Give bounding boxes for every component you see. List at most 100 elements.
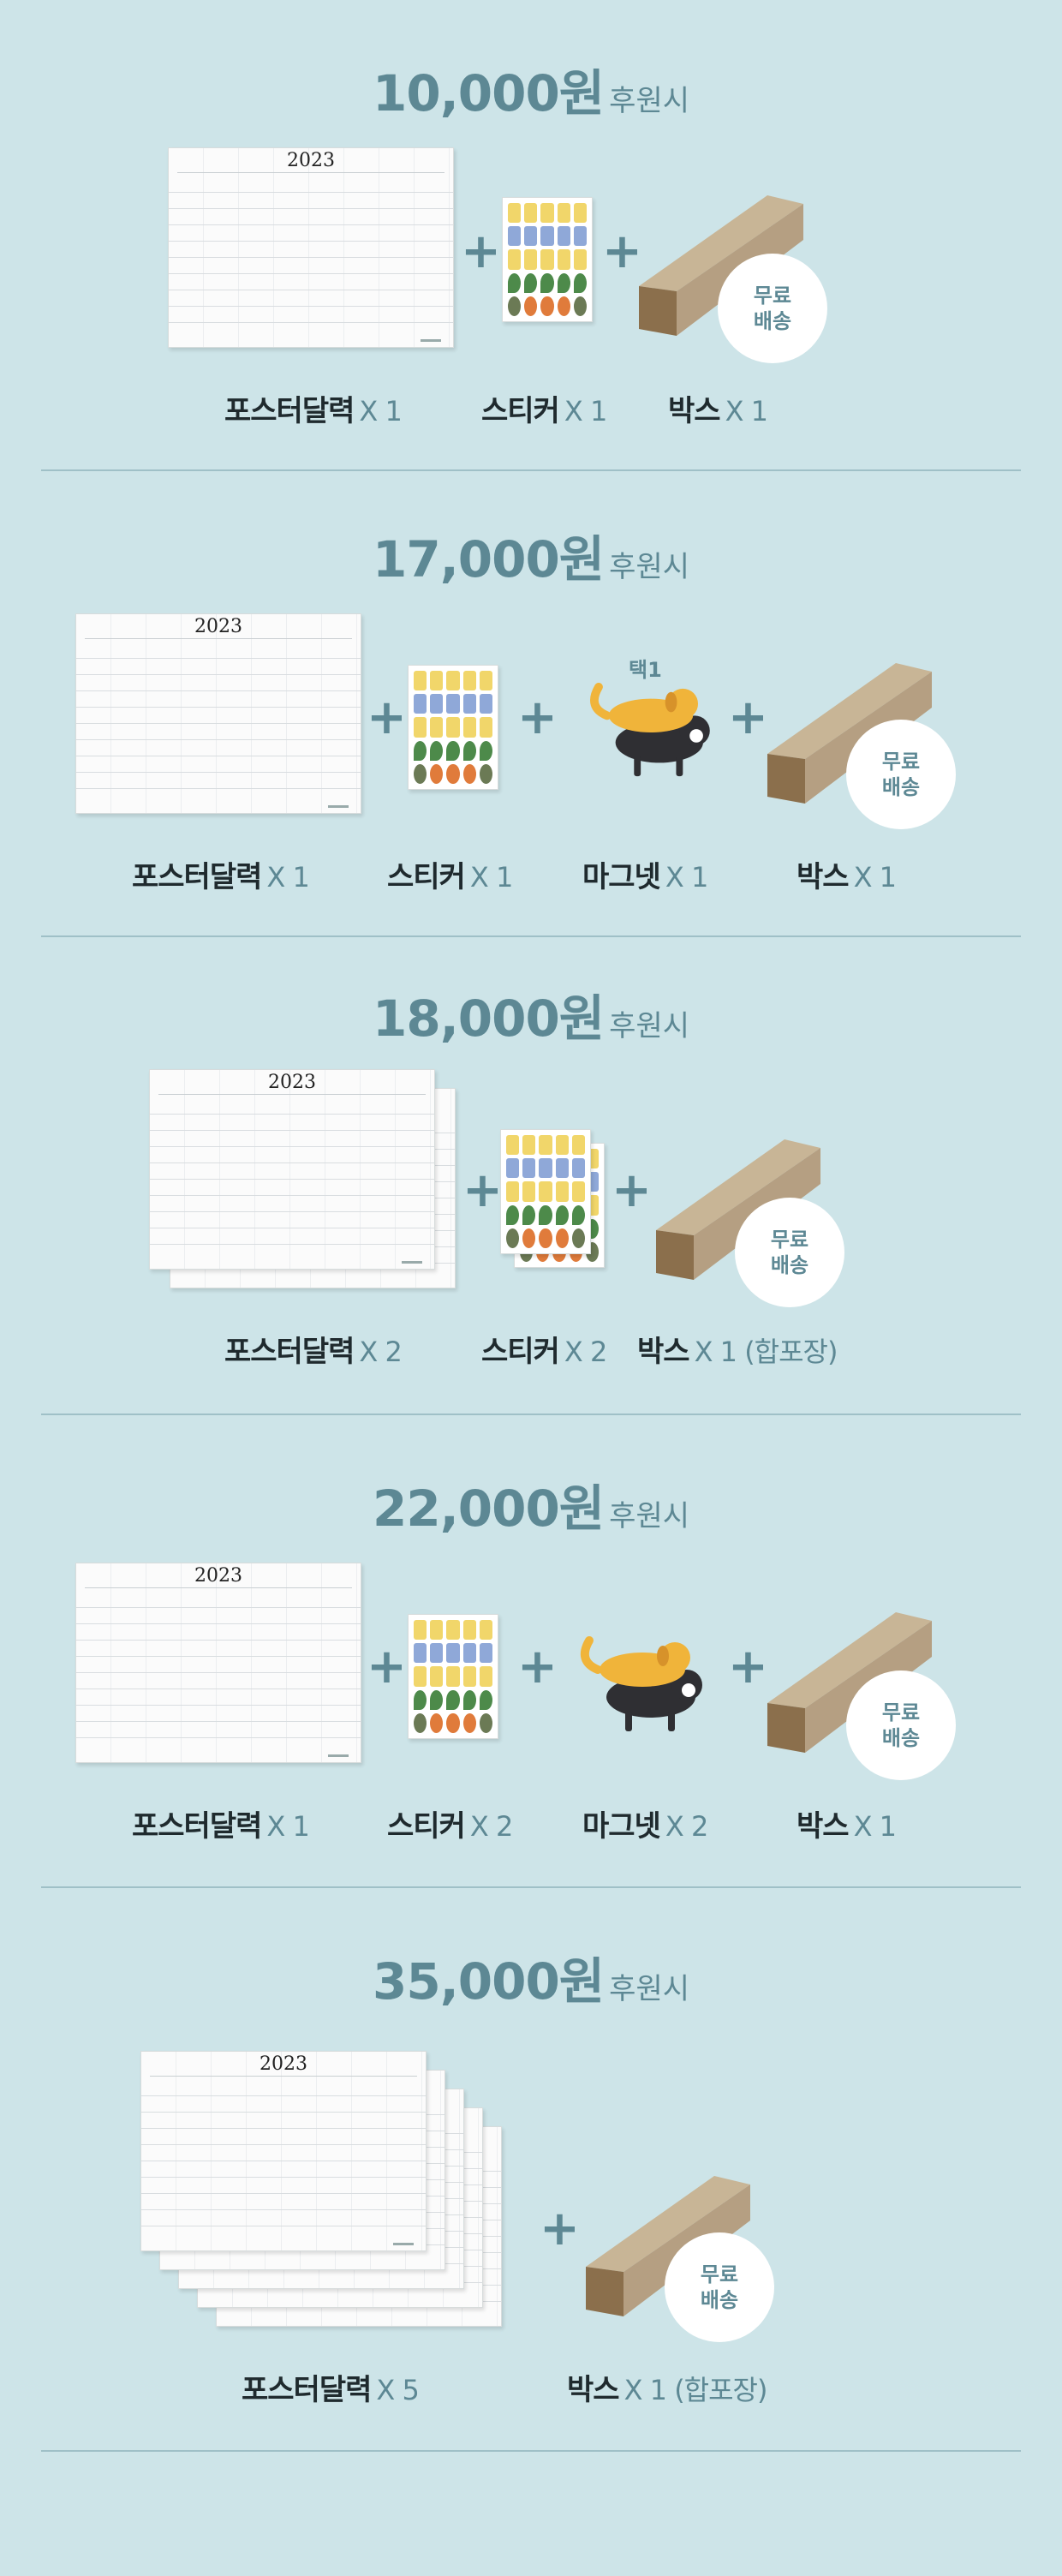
sticker-dot [462,1689,476,1710]
sticker-dot [555,1181,569,1202]
sticker-dot [446,1666,460,1687]
plus-icon: + [367,690,407,745]
item-label-sticker: 스티커 X 1 [387,860,513,894]
sticker-dot [414,1643,427,1664]
sticker-dot [508,249,522,270]
sticker-dot [522,1181,536,1202]
divider [41,2450,1021,2452]
sticker-dot [522,1158,536,1179]
box-end-face [656,1230,694,1280]
free-shipping-line1: 무료 [770,1228,809,1252]
sticker-dot [479,1712,492,1733]
sticker-dot [462,717,476,738]
sticker-dot [571,1135,585,1156]
sticker-dot [430,694,444,714]
sticker-dot [557,203,570,224]
sticker-dot [462,1712,476,1733]
sticker-dot [479,1643,492,1664]
cat-leg [625,1711,632,1731]
tier-heading: 22,000원 후원시 [0,1468,1062,1540]
divider [41,935,1021,937]
tier-heading: 10,000원 후원시 [0,53,1062,125]
free-shipping-line1: 무료 [700,2262,739,2286]
sticker-dot [414,1666,427,1687]
tier-heading: 18,000원 후원시 [0,978,1062,1050]
free-shipping-badge: 무료 배송 [735,1198,844,1307]
sticker-dot [506,1158,520,1179]
item-label-box: 박스 X 1 [796,1809,897,1844]
free-shipping-line2: 배송 [700,2288,739,2312]
plus-icon: + [517,690,558,745]
free-shipping-line2: 배송 [881,1726,921,1750]
poster-year: 2023 [194,616,242,637]
sticker-dot [524,249,538,270]
box-end-face [767,1703,805,1753]
free-shipping-badge: 무료 배송 [718,254,827,363]
price: 10,000원 [372,64,605,123]
poster-header-line [150,2076,417,2077]
sticker-dot [506,1135,520,1156]
cat-leg [676,756,683,777]
sticker-dot [557,249,570,270]
sticker-dot [430,763,444,784]
sticker-dot [446,694,460,714]
poster-header-line [85,638,352,639]
sticker-dot [414,763,427,784]
plus-icon: + [462,1162,503,1218]
sticker-dot [446,763,460,784]
item-label-box: 박스 X 1 (합포장) [637,1335,838,1369]
sticker-dot [540,203,554,224]
poster-year: 2023 [287,150,335,171]
poster-header-line [177,172,444,173]
sticker-dot [479,717,492,738]
sticker-dot [506,1204,520,1225]
sticker-dot [539,1135,552,1156]
free-shipping-line2: 배송 [753,309,792,333]
item-label-sticker: 스티커 X 2 [481,1335,607,1369]
sticker-dot [479,694,492,714]
sticker-dot [462,763,476,784]
poster-calendar-image: 2023 [75,1563,361,1763]
cat-face-patch [689,729,703,743]
sticker-dot [508,272,522,293]
sticker-dot [555,1135,569,1156]
item-label-sticker: 스티커 X 2 [387,1809,513,1844]
poster-calendar-image: 2023 [149,1069,435,1270]
poster-calendar-image: 2023 [75,613,361,814]
box-top-face [586,2176,750,2272]
sticker-dot [414,694,427,714]
item-label-magnet: 마그넷 X 1 [582,860,708,894]
price-suffix: 후원시 [609,550,690,584]
sticker-dot [414,717,427,738]
item-label-box: 박스 X 1 [668,394,768,428]
sticker-dot [524,203,538,224]
tier-heading: 17,000원 후원시 [0,519,1062,591]
sticker-dot [430,1643,444,1664]
box-top-face [767,663,932,759]
magnet-drawing [580,1636,702,1731]
sticker-dot [540,226,554,247]
poster-calendar-image: 2023 [140,2051,427,2251]
magnet-drawing [590,682,710,777]
sticker-dot [540,296,554,316]
poster-calendar-image: 2023 [168,147,454,348]
sticker-sheet-image [408,1614,498,1739]
sticker-dot [479,1666,492,1687]
poster-year: 2023 [260,2053,307,2075]
sticker-dot [522,1228,536,1248]
magnet-choice-tag: 택1 [629,658,662,682]
free-shipping-line2: 배송 [881,775,921,799]
price-suffix: 후원시 [609,1009,690,1043]
plus-icon: + [367,1639,407,1694]
sticker-dot [555,1228,569,1248]
cat-face-patch [682,1683,695,1697]
sticker-dot [446,717,460,738]
box-end-face [586,2267,623,2316]
sticker-dot [414,740,427,761]
sticker-sheet-image [408,665,498,790]
sticker-dot [430,717,444,738]
free-shipping-badge: 무료 배송 [846,720,956,829]
poster-footer-mark [328,805,349,808]
plus-icon: + [728,690,768,745]
item-label-poster: 포스터달력 X 1 [224,394,403,428]
